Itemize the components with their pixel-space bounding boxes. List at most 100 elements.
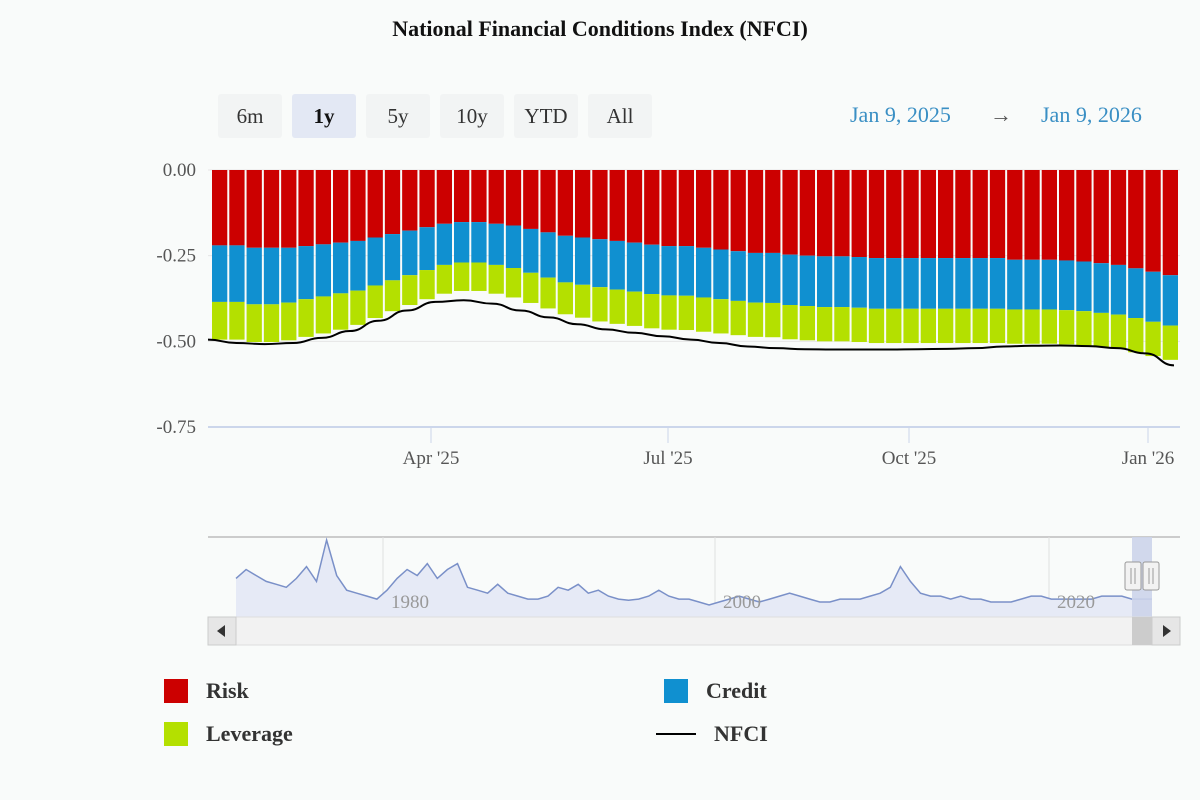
bar-risk: [799, 170, 815, 256]
x-tick-label: Oct '25: [882, 448, 937, 469]
bar-risk: [644, 170, 660, 245]
bar-leverage: [315, 296, 331, 334]
navigator-year-label: 2000: [723, 592, 761, 613]
bar-leverage: [1110, 314, 1127, 349]
range-button-ytd[interactable]: YTD: [514, 94, 578, 138]
bar-credit: [920, 258, 936, 309]
bar-leverage: [1076, 311, 1092, 346]
navigator-selection[interactable]: [1132, 537, 1152, 617]
bar-risk: [609, 170, 625, 241]
navigator-series-line: [235, 537, 1152, 606]
nfci-line-icon: [656, 733, 696, 735]
bar-risk: [713, 170, 729, 250]
date-to[interactable]: Jan 9, 2026: [1041, 102, 1142, 127]
bar-credit: [661, 246, 677, 296]
bar-credit: [1076, 261, 1092, 312]
bar-leverage: [1024, 309, 1040, 344]
bar-risk: [350, 170, 366, 241]
legend-item-credit[interactable]: Credit: [664, 678, 767, 704]
range-button-10y[interactable]: 10y: [440, 94, 504, 138]
bar-credit: [678, 246, 694, 296]
x-tick-label: Jan '26: [1122, 448, 1175, 469]
scrollbar-track[interactable]: [207, 616, 1181, 646]
navigator-handle-left[interactable]: [1124, 561, 1142, 591]
bar-risk: [523, 170, 539, 229]
scrollbar-thumb[interactable]: [1132, 617, 1152, 645]
bar-credit: [592, 239, 608, 288]
bar-leverage: [989, 308, 1006, 344]
bar-credit: [367, 237, 383, 286]
bar-leverage: [938, 308, 954, 344]
navigator-year-label: 1980: [391, 592, 429, 613]
legend-item-risk[interactable]: Risk: [164, 678, 249, 704]
bar-leverage: [1128, 318, 1144, 353]
leverage-swatch-icon: [164, 722, 188, 746]
bar-credit: [1041, 259, 1057, 310]
bar-risk: [575, 170, 591, 238]
bar-leverage: [834, 307, 850, 342]
bar-risk: [488, 170, 504, 224]
bar-risk: [315, 170, 331, 245]
bar-credit: [626, 242, 643, 292]
x-tick-label: Apr '25: [403, 448, 460, 469]
bar-credit: [315, 244, 331, 297]
scrollbar-right-button[interactable]: [1151, 616, 1181, 646]
bar-leverage: [212, 301, 228, 340]
bar-leverage: [523, 272, 539, 303]
bar-leverage: [419, 270, 435, 300]
bar-risk: [765, 170, 781, 253]
bar-credit: [1145, 271, 1161, 322]
bar-credit: [436, 223, 452, 265]
bar-risk: [1145, 170, 1161, 272]
bar-leverage: [246, 304, 262, 343]
date-from[interactable]: Jan 9, 2025: [850, 102, 951, 127]
bar-credit: [972, 258, 988, 309]
navigator-handle-right[interactable]: [1142, 561, 1160, 591]
bar-credit: [1007, 259, 1023, 310]
bar-leverage: [1059, 310, 1075, 345]
x-tick-label: Jul '25: [643, 448, 692, 469]
bar-risk: [263, 170, 280, 248]
bar-credit: [782, 254, 798, 306]
range-button-5y[interactable]: 5y: [366, 94, 430, 138]
bar-credit: [817, 256, 833, 308]
bar-risk: [920, 170, 936, 259]
bar-risk: [903, 170, 919, 259]
bar-credit: [263, 247, 280, 305]
bar-risk: [281, 170, 297, 248]
bar-leverage: [765, 302, 781, 338]
chart-title: National Financial Conditions Index (NFC…: [392, 16, 808, 41]
bar-credit: [851, 257, 867, 308]
bar-credit: [229, 245, 245, 302]
bar-leverage: [436, 264, 452, 294]
bar-leverage: [955, 308, 971, 344]
legend-item-nfci[interactable]: NFCI: [656, 721, 768, 747]
range-button-6m[interactable]: 6m: [218, 94, 282, 138]
bar-leverage: [471, 262, 487, 291]
bar-leverage: [920, 308, 936, 344]
bar-credit: [747, 252, 764, 303]
scrollbar-left-button[interactable]: [207, 616, 237, 646]
range-button-1y[interactable]: 1y: [292, 94, 356, 138]
bar-risk: [229, 170, 245, 246]
bar-risk: [1110, 170, 1127, 265]
bar-credit: [454, 222, 470, 263]
legend-item-leverage[interactable]: Leverage: [164, 721, 293, 747]
bar-credit: [488, 223, 504, 265]
bar-leverage: [747, 302, 764, 337]
bar-risk: [955, 170, 971, 259]
range-button-all[interactable]: All: [588, 94, 652, 138]
risk-swatch-icon: [164, 679, 188, 703]
bar-credit: [765, 252, 781, 303]
bar-risk: [886, 170, 902, 259]
bar-risk: [454, 170, 470, 223]
bar-risk: [1059, 170, 1075, 261]
navigator[interactable]: 1980 2000 2020: [207, 536, 1181, 646]
bar-leverage: [505, 268, 522, 298]
nfci-chart: 0.00 -0.25 -0.50 -0.75 Apr '25 Jul '25 Oct '2…: [156, 160, 1181, 646]
legend-label: Credit: [706, 678, 767, 703]
bar-risk: [212, 170, 228, 246]
bar-risk: [868, 170, 885, 259]
bar-credit: [246, 247, 262, 305]
bar-credit: [298, 246, 314, 300]
